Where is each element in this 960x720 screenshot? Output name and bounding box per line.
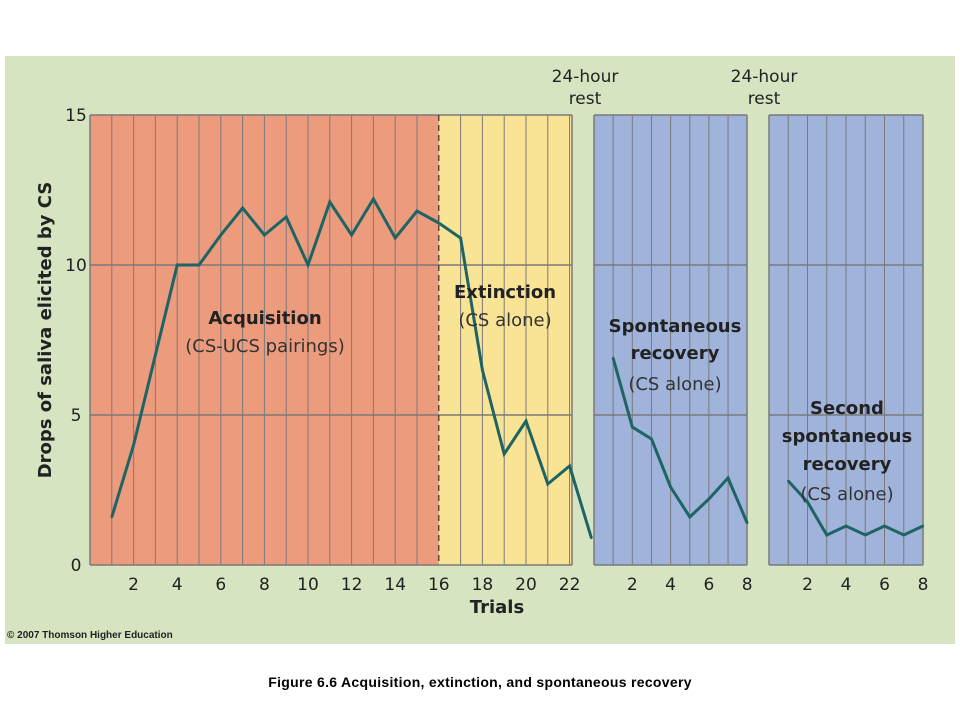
y-tick-label: 5 <box>71 406 82 426</box>
x-tick-label: 12 <box>341 575 363 595</box>
data-point <box>669 485 672 489</box>
data-point <box>132 443 135 447</box>
data-point <box>524 419 528 423</box>
data-point <box>503 452 506 456</box>
x-tick-label: 16 <box>428 575 450 595</box>
extinction-label: Extinction <box>454 282 556 303</box>
data-point <box>372 197 375 201</box>
x-tick-label: 8 <box>259 575 270 595</box>
x-tick-label: 4 <box>841 575 852 595</box>
data-point <box>921 524 925 528</box>
data-point <box>437 221 440 225</box>
data-point <box>806 500 809 504</box>
y-tick-label: 15 <box>65 106 87 126</box>
x-tick-label: 6 <box>215 575 226 595</box>
y-tick-label: 10 <box>65 256 87 276</box>
data-point <box>902 533 905 537</box>
data-point <box>844 524 848 528</box>
rest-label: rest <box>569 89 602 109</box>
data-point <box>746 521 749 525</box>
data-point <box>568 464 571 468</box>
data-point <box>726 476 730 480</box>
x-tick-label: 10 <box>297 575 319 595</box>
rest-label: 24-hour <box>731 67 798 87</box>
data-point <box>883 524 886 528</box>
y-axis-title: Drops of saliva elicited by CS <box>35 182 56 479</box>
x-tick-label: 22 <box>559 575 581 595</box>
data-point <box>154 353 157 357</box>
data-point <box>481 368 484 372</box>
data-point <box>688 515 691 519</box>
copyright-notice: © 2007 Thomson Higher Education <box>7 630 173 641</box>
data-point <box>787 479 790 483</box>
acquisition-label: Acquisition <box>208 308 321 329</box>
data-point <box>611 356 615 360</box>
data-point <box>825 533 828 537</box>
acquisition-sublabel: (CS-UCS pairings) <box>185 336 345 357</box>
data-point <box>650 437 653 441</box>
x-tick-label: 14 <box>384 575 406 595</box>
data-point <box>306 263 310 267</box>
data-point <box>459 236 462 240</box>
data-point <box>707 497 711 501</box>
data-point <box>110 515 114 519</box>
x-tick-label: 6 <box>703 575 714 595</box>
rest-label: 24-hour <box>552 67 619 87</box>
second-recovery-label: spontaneous <box>782 426 912 447</box>
rest-label: rest <box>748 89 781 109</box>
data-point <box>415 209 419 213</box>
figure-caption: Figure 6.6 Acquisition, extinction, and … <box>268 674 692 690</box>
data-point <box>864 533 867 537</box>
x-tick-label: 8 <box>742 575 753 595</box>
spontaneous-recovery-line <box>611 357 749 524</box>
extinction-sublabel: (CS alone) <box>458 310 551 331</box>
x-tick-label: 4 <box>665 575 676 595</box>
data-point <box>631 425 634 429</box>
x-axis-title: Trials <box>470 597 524 618</box>
spontaneous-recovery-label: Spontaneous <box>609 316 742 337</box>
x-tick-label: 4 <box>172 575 183 595</box>
data-point <box>590 536 593 540</box>
y-tick-label: 0 <box>71 556 82 576</box>
x-tick-label: 18 <box>472 575 494 595</box>
data-point <box>394 236 397 240</box>
acquisition-line <box>110 196 440 518</box>
data-point <box>219 233 222 237</box>
data-point <box>263 233 266 237</box>
spontaneous-recovery-label: recovery <box>631 343 720 364</box>
x-tick-label: 2 <box>128 575 139 595</box>
spontaneous-recovery-sublabel: (CS alone) <box>628 374 721 395</box>
second-recovery-sublabel: (CS alone) <box>800 484 893 505</box>
second-recovery-line <box>787 479 924 537</box>
extinction-line <box>437 221 593 539</box>
data-point <box>197 263 201 267</box>
x-tick-label: 2 <box>627 575 638 595</box>
x-tick-label: 20 <box>515 575 537 595</box>
extinction-region <box>438 115 572 565</box>
data-point <box>176 263 179 267</box>
data-point <box>241 206 244 210</box>
x-tick-label: 2 <box>802 575 813 595</box>
x-tick-label: 6 <box>879 575 890 595</box>
second-recovery-label: Second <box>810 398 884 419</box>
second-recovery-label: recovery <box>803 454 892 475</box>
data-point <box>546 482 549 486</box>
x-tick-label: 8 <box>918 575 929 595</box>
data-point <box>285 215 288 219</box>
data-point <box>328 200 331 204</box>
data-point <box>350 233 353 237</box>
